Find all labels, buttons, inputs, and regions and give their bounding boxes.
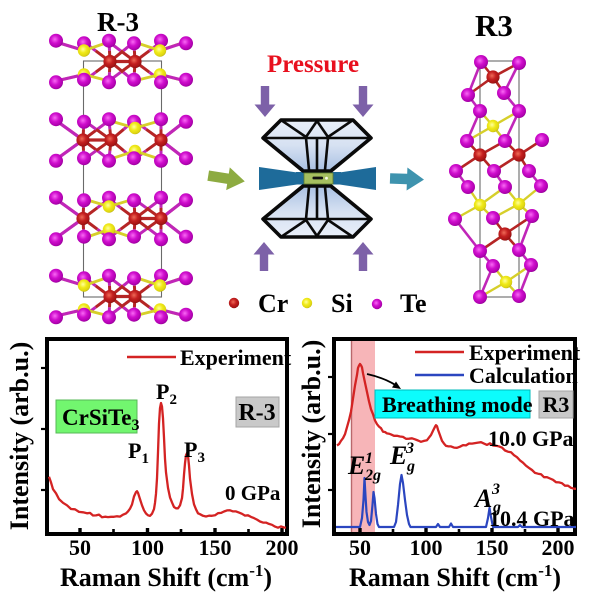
- svg-text:Raman Shift (cm-1): Raman Shift (cm-1): [60, 561, 272, 592]
- svg-text:CrSiTe3: CrSiTe3: [62, 405, 139, 434]
- svg-text:Te: Te: [400, 289, 427, 318]
- svg-text:Breathing mode: Breathing mode: [382, 392, 533, 417]
- svg-text:g: g: [492, 499, 501, 516]
- svg-text:E: E: [389, 441, 407, 470]
- svg-text:50: 50: [69, 535, 91, 560]
- svg-text:R3: R3: [475, 8, 513, 43]
- svg-text:2g: 2g: [364, 467, 381, 484]
- svg-text:10.4 GPa: 10.4 GPa: [489, 506, 575, 531]
- svg-text:Calculation: Calculation: [469, 363, 578, 388]
- svg-text:0 GPa: 0 GPa: [225, 481, 281, 505]
- svg-text:150: 150: [476, 535, 509, 560]
- svg-text:150: 150: [199, 535, 232, 560]
- svg-text:10.0 GPa: 10.0 GPa: [488, 426, 574, 451]
- svg-text:200: 200: [542, 535, 575, 560]
- svg-text:g: g: [406, 458, 415, 475]
- svg-text:50: 50: [349, 535, 371, 560]
- svg-text:P3: P3: [184, 437, 205, 466]
- svg-text:R-3: R-3: [238, 400, 275, 426]
- svg-text:Intensity (arb.u.): Intensity (arb.u.): [297, 340, 326, 529]
- svg-text:Pressure: Pressure: [267, 51, 359, 78]
- svg-text:R3: R3: [543, 392, 570, 417]
- svg-text:3: 3: [405, 440, 414, 457]
- svg-text:Intensity (arb.u.): Intensity (arb.u.): [5, 342, 34, 531]
- svg-text:R-3: R-3: [97, 7, 139, 37]
- svg-text:P1: P1: [128, 438, 149, 467]
- svg-text:1: 1: [365, 450, 373, 467]
- svg-text:Cr: Cr: [258, 289, 288, 318]
- svg-text:200: 200: [266, 535, 299, 560]
- svg-text:3: 3: [491, 481, 500, 498]
- svg-text:Experiment: Experiment: [469, 340, 581, 365]
- svg-text:Raman Shift (cm-1): Raman Shift (cm-1): [349, 561, 561, 592]
- svg-text:Experiment: Experiment: [180, 345, 292, 370]
- svg-text:100: 100: [131, 535, 164, 560]
- svg-text:E: E: [347, 451, 365, 480]
- svg-text:P2: P2: [156, 379, 177, 408]
- svg-text:Si: Si: [331, 289, 353, 318]
- svg-text:A: A: [473, 484, 492, 513]
- svg-text:100: 100: [410, 535, 443, 560]
